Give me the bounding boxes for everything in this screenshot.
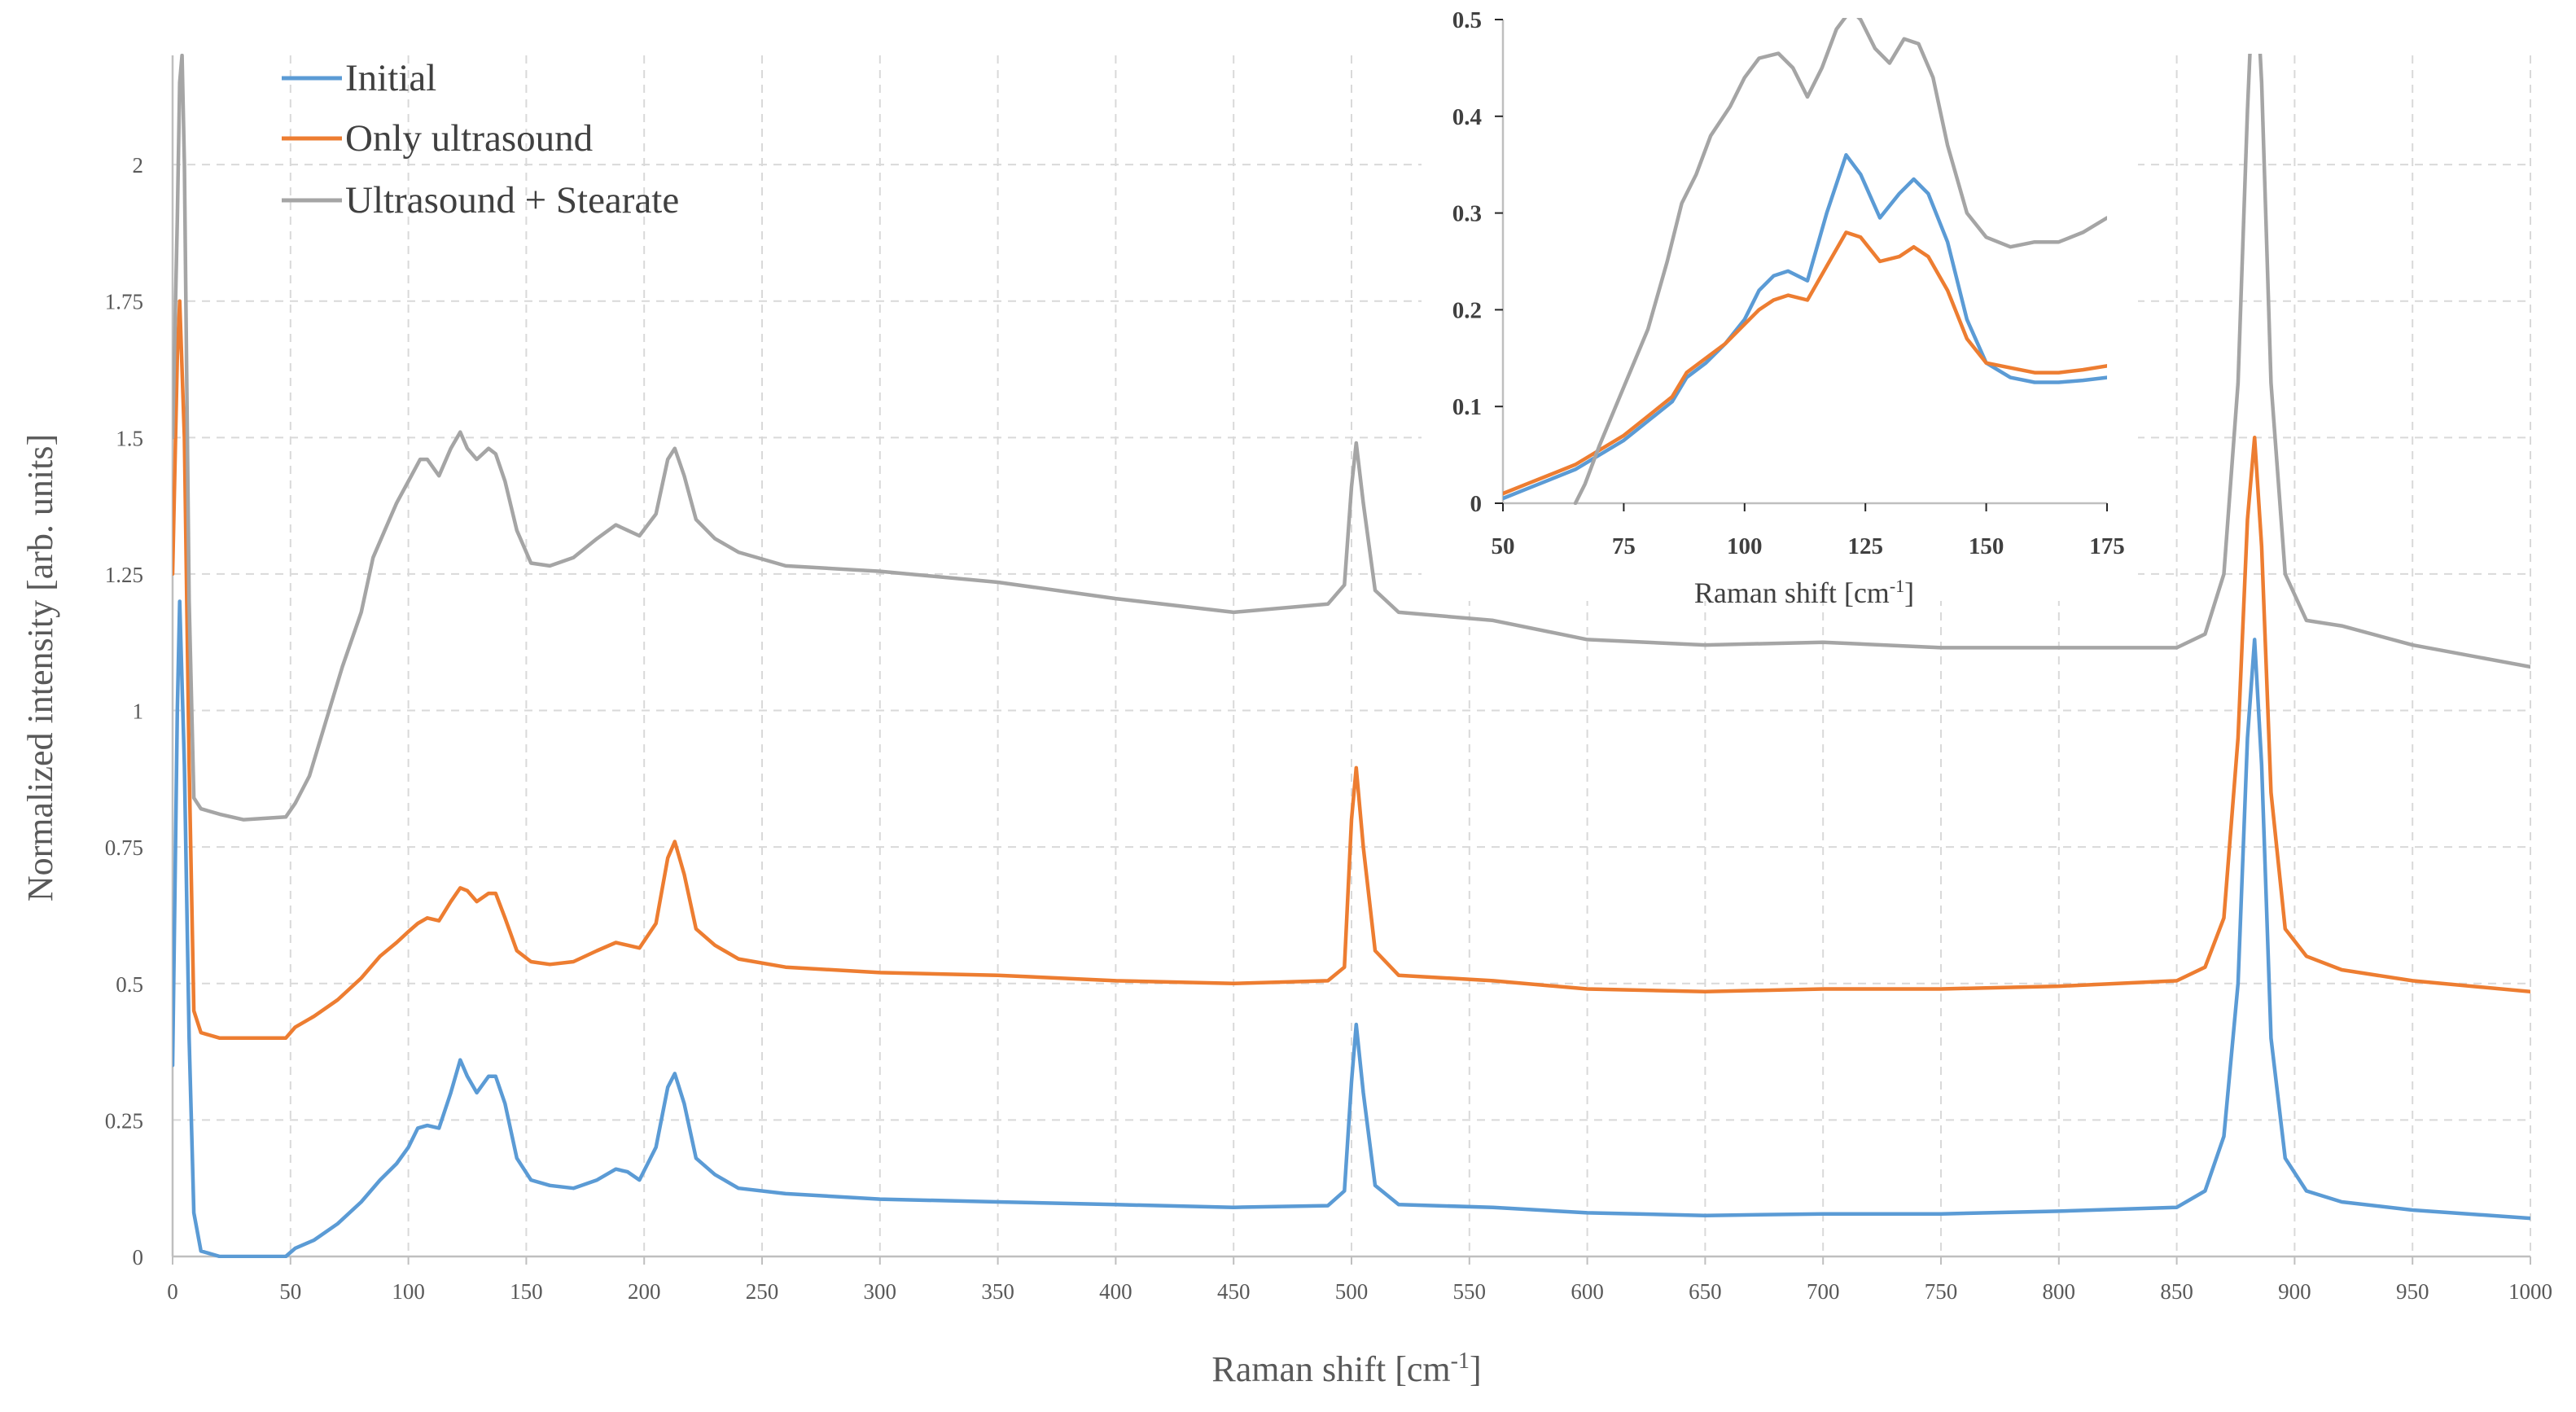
main-x-tick-label-200: 200 bbox=[628, 1279, 661, 1304]
main-y-tick-labels: 0 0.25 0.5 0.75 1 1.25 1.5 1.75 2 bbox=[105, 153, 143, 1269]
inset-background bbox=[1422, 15, 2138, 601]
inset-y-tick-label-0-3: 0.3 bbox=[1452, 201, 1482, 227]
legend-label-only-ultrasound: Only ultrasound bbox=[345, 117, 593, 160]
main-x-tick-label-800: 800 bbox=[2043, 1279, 2076, 1304]
inset-y-tick-label-0-4: 0.4 bbox=[1452, 104, 1482, 130]
inset-plot: 0 0.1 0.2 0.3 0.4 0.5 50 75 100 125 150 175 Raman … bbox=[1422, 7, 2138, 609]
main-x-axis-title: Raman shift [cm-1] bbox=[1211, 1348, 1481, 1389]
main-x-tick-label-250: 250 bbox=[746, 1279, 779, 1304]
inset-y-tick-label-0-5: 0.5 bbox=[1452, 7, 1482, 33]
main-x-tick-label-750: 750 bbox=[1925, 1279, 1958, 1304]
inset-x-tick-label-50: 50 bbox=[1492, 533, 1515, 559]
inset-x-tick-label-75: 75 bbox=[1612, 533, 1636, 559]
main-x-tick-label-700: 700 bbox=[1807, 1279, 1840, 1304]
legend-label-ultrasound-stearate: Ultrasound + Stearate bbox=[345, 179, 679, 221]
inset-y-tick-label-0: 0 bbox=[1470, 491, 1483, 517]
legend: Initial Only ultrasound Ultrasound + Ste… bbox=[282, 57, 679, 221]
main-y-tick-label-0: 0 bbox=[133, 1245, 144, 1269]
main-series-ultrasound-stearate bbox=[173, 54, 2530, 822]
inset-series-only-ultrasound bbox=[1503, 230, 2107, 496]
inset-axes bbox=[1501, 20, 2107, 505]
inset-x-axis-title: Raman shift [cm-1] bbox=[1694, 576, 1914, 609]
inset-x-tick-labels: 50 75 100 125 150 175 bbox=[1492, 503, 2125, 559]
main-y-tick-label-0-25: 0.25 bbox=[105, 1108, 143, 1133]
main-y-tick-label-0-75: 0.75 bbox=[105, 835, 143, 860]
main-x-tick-label-450: 450 bbox=[1217, 1279, 1251, 1304]
main-y-axis-title: Normalized intensity [arb. units] bbox=[20, 434, 60, 901]
main-x-tick-label-850: 850 bbox=[2160, 1279, 2193, 1304]
main-series-initial bbox=[173, 599, 2530, 1258]
main-x-tick-label-100: 100 bbox=[392, 1279, 425, 1304]
main-x-tick-label-150: 150 bbox=[510, 1279, 543, 1304]
inset-x-tick-label-125: 125 bbox=[1847, 533, 1883, 559]
inset-x-tick-label-100: 100 bbox=[1727, 533, 1763, 559]
main-x-tick-label-950: 950 bbox=[2396, 1279, 2429, 1304]
main-x-tick-label-900: 900 bbox=[2278, 1279, 2311, 1304]
main-series-lines bbox=[173, 54, 2530, 1258]
inset-y-tick-label-0-2: 0.2 bbox=[1452, 297, 1482, 323]
main-x-tick-label-600: 600 bbox=[1571, 1279, 1604, 1304]
legend-label-initial: Initial bbox=[345, 57, 436, 99]
main-x-tick-label-350: 350 bbox=[981, 1279, 1014, 1304]
main-x-tick-label-650: 650 bbox=[1689, 1279, 1722, 1304]
main-y-tick-label-1-25: 1.25 bbox=[105, 563, 143, 587]
main-x-tick-label-1000: 1000 bbox=[2508, 1279, 2552, 1304]
main-x-tick-label-0: 0 bbox=[167, 1279, 178, 1304]
inset-y-tick-labels: 0 0.1 0.2 0.3 0.4 0.5 bbox=[1452, 7, 1503, 517]
main-x-tick-label-50: 50 bbox=[279, 1279, 301, 1304]
main-x-tick-labels: 0 50 100 150 200 250 300 350 400 450 500 550 600 650 7… bbox=[167, 1256, 2552, 1304]
inset-series-lines bbox=[1503, 18, 2107, 505]
main-x-tick-label-500: 500 bbox=[1335, 1279, 1369, 1304]
main-x-tick-label-300: 300 bbox=[864, 1279, 897, 1304]
inset-series-ultrasound-stearate bbox=[1573, 18, 2107, 505]
main-y-tick-label-1: 1 bbox=[133, 699, 144, 724]
main-y-tick-label-1-5: 1.5 bbox=[116, 426, 143, 450]
main-y-tick-label-1-75: 1.75 bbox=[105, 290, 143, 314]
inset-y-tick-label-0-1: 0.1 bbox=[1452, 394, 1482, 420]
main-x-tick-label-550: 550 bbox=[1453, 1279, 1487, 1304]
main-y-tick-label-2: 2 bbox=[133, 153, 144, 178]
inset-x-tick-label-150: 150 bbox=[1969, 533, 2004, 559]
main-series-only-ultrasound bbox=[173, 299, 2530, 1041]
inset-x-tick-label-175: 175 bbox=[2089, 533, 2125, 559]
main-y-tick-label-0-5: 0.5 bbox=[116, 972, 143, 997]
main-x-tick-label-400: 400 bbox=[1099, 1279, 1132, 1304]
